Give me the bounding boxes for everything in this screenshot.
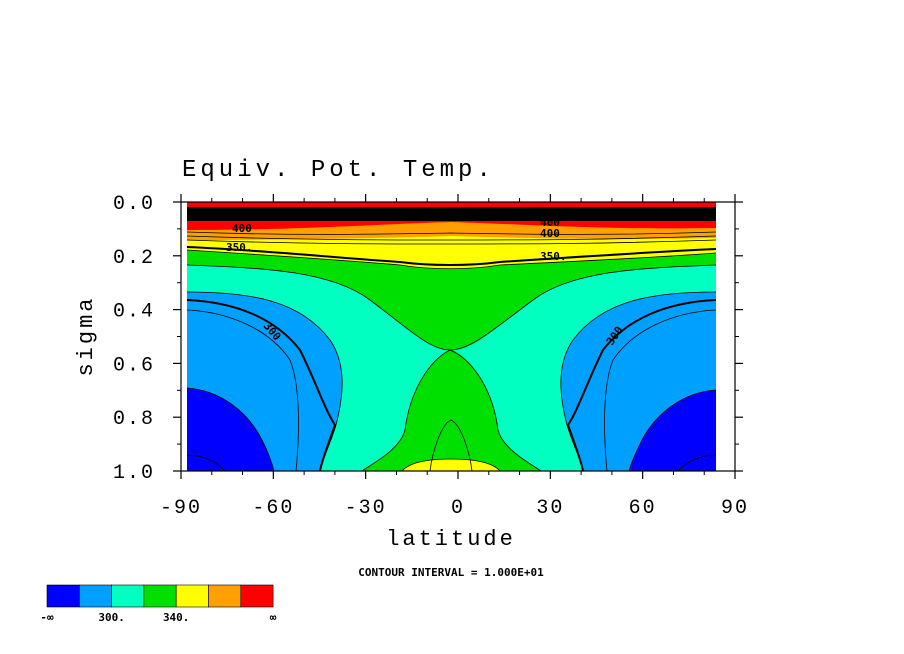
contour-plot xyxy=(187,202,716,471)
contour-lines xyxy=(187,231,716,471)
region-darkblue-right xyxy=(629,390,716,471)
colorbar-label: ∞ xyxy=(270,611,277,624)
colorbar-swatch xyxy=(46,584,80,608)
y-tick-label: 1.0 xyxy=(113,462,155,485)
x-tick-label: 30 xyxy=(536,497,564,520)
colorbar-label: 340. xyxy=(163,611,190,624)
chart-title: Equiv. Pot. Temp. xyxy=(182,157,495,184)
colorbar-swatch xyxy=(208,584,242,608)
x-tick-label: -90 xyxy=(160,497,202,520)
y-tick-label: 0.0 xyxy=(113,193,155,216)
colorbar: -∞ 300. 340. ∞ xyxy=(40,584,277,624)
region-yellow-surface xyxy=(402,459,500,471)
region-darkblue-left xyxy=(187,388,274,471)
x-tick-label: -60 xyxy=(252,497,294,520)
contour-lines-major xyxy=(187,246,716,471)
y-tick-label: 0.6 xyxy=(113,354,155,377)
contour-interval-note: CONTOUR INTERVAL = 1.000E+01 xyxy=(358,566,544,579)
x-axis: -90 -60 -30 0 30 60 90 xyxy=(160,194,749,520)
y-axis-label: sigma xyxy=(74,295,99,376)
contour-label: 350. xyxy=(226,241,253,254)
colorbar-swatch xyxy=(143,584,177,608)
y-tick-label: 0.8 xyxy=(113,408,155,431)
contour-label: 350. xyxy=(540,250,567,263)
colorbar-swatch xyxy=(175,584,209,608)
contour-label: 400 xyxy=(540,216,560,229)
colorbar-label: -∞ xyxy=(40,611,54,624)
y-tick-label: 0.4 xyxy=(113,301,155,324)
colorbar-swatch xyxy=(79,584,112,608)
contour-label: 400 xyxy=(232,222,252,235)
contour-label: 400 xyxy=(540,227,560,240)
x-tick-label: 90 xyxy=(721,497,749,520)
x-tick-label: 60 xyxy=(629,497,657,520)
y-axis: 0.0 0.2 0.4 0.6 0.8 1.0 xyxy=(113,193,743,485)
x-tick-label: 0 xyxy=(451,497,465,520)
colorbar-label: 300. xyxy=(98,611,125,624)
y-tick-label: 0.2 xyxy=(113,247,155,270)
colorbar-swatch xyxy=(240,584,274,608)
x-tick-label: -30 xyxy=(345,497,387,520)
x-axis-label: latitude xyxy=(386,527,516,552)
region-black-top xyxy=(187,207,716,221)
colorbar-swatch xyxy=(111,584,145,608)
